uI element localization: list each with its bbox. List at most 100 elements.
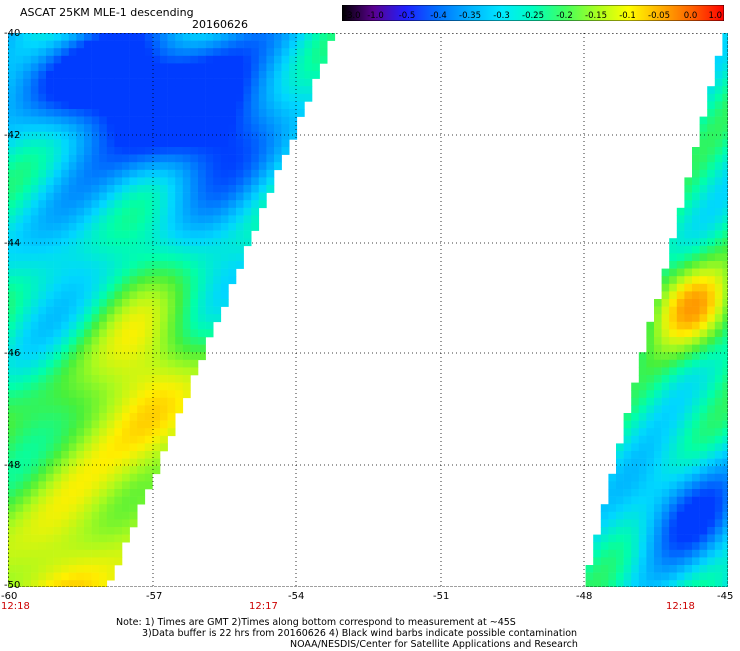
swath-cell	[99, 321, 108, 330]
swath-cell	[61, 147, 70, 155]
swath-cell	[15, 131, 24, 140]
swath-cell	[175, 162, 184, 171]
swath-cell	[722, 86, 728, 95]
swath-cell	[68, 458, 77, 467]
swath-cell	[8, 435, 16, 444]
swath-cell	[76, 473, 85, 482]
swath-cell	[99, 207, 108, 216]
swath-cell	[8, 192, 16, 201]
swath-cell	[167, 48, 176, 57]
swath-cell	[676, 534, 685, 543]
swath-cell	[167, 147, 176, 155]
swath-cell	[654, 489, 662, 497]
swath-cell	[53, 71, 62, 79]
swath-cell	[144, 382, 153, 391]
swath-cell	[638, 580, 647, 587]
swath-cell	[175, 48, 184, 57]
time-label-right: 12:18	[666, 601, 695, 612]
swath-cell	[68, 504, 77, 513]
swath-cell	[76, 131, 85, 140]
swath-cell	[676, 306, 685, 315]
swath-cell	[281, 124, 290, 133]
swath-cell	[228, 268, 237, 277]
swath-cell	[699, 405, 708, 414]
swath-cell	[144, 428, 153, 437]
swath-cell	[84, 169, 92, 178]
swath-cell	[198, 245, 206, 254]
swath-cell	[114, 397, 123, 406]
swath-cell	[182, 162, 191, 171]
swath-cell	[61, 48, 70, 57]
swath-cell	[182, 390, 191, 399]
swath-cell	[84, 261, 92, 269]
swath-cell	[699, 329, 708, 338]
swath-cell	[623, 511, 632, 520]
swath-cell	[198, 253, 206, 262]
swath-cell	[213, 124, 222, 133]
swath-cell	[122, 291, 130, 300]
swath-cell	[160, 375, 168, 383]
swath-cell	[198, 109, 206, 117]
swath-cell	[205, 154, 214, 163]
swath-cell	[30, 177, 39, 186]
swath-cell	[669, 390, 678, 399]
swath-cell	[608, 565, 617, 573]
swath-cell	[144, 466, 153, 475]
swath-cell	[99, 352, 108, 361]
swath-cell	[15, 527, 24, 535]
swath-cell	[76, 63, 85, 72]
swath-cell	[91, 139, 100, 148]
swath-cell	[274, 116, 282, 125]
swath-cell	[616, 542, 624, 551]
swath-cell	[53, 405, 62, 414]
swath-cell	[76, 397, 85, 406]
swath-cell	[91, 511, 100, 520]
swath-cell	[692, 253, 700, 262]
swath-cell	[707, 572, 716, 581]
swath-cell	[99, 245, 108, 254]
swath-cell	[707, 238, 716, 247]
swath-cell	[228, 93, 237, 102]
swath-cell	[122, 519, 130, 528]
swath-cell	[91, 78, 100, 87]
swath-cell	[38, 253, 47, 262]
swath-cell	[228, 215, 237, 224]
swath-cell	[84, 139, 92, 148]
swath-cell	[53, 572, 62, 581]
swath-cell	[631, 382, 640, 391]
swath-cell	[190, 359, 199, 368]
swath-cell	[714, 299, 723, 307]
swath-cell	[707, 481, 716, 490]
swath-cell	[213, 268, 222, 277]
swath-cell	[175, 329, 184, 338]
swath-cell	[68, 519, 77, 528]
swath-cell	[722, 63, 728, 72]
swath-cell	[669, 238, 678, 247]
swath-cell	[236, 253, 244, 262]
swath-cell	[114, 352, 123, 361]
swath-cell	[53, 238, 62, 247]
swath-cell	[99, 337, 108, 345]
swath-cell	[205, 78, 214, 87]
swath-cell	[213, 207, 222, 216]
swath-cell	[722, 413, 728, 421]
swath-cell	[23, 352, 32, 361]
swath-cell	[152, 139, 161, 148]
swath-cell	[8, 253, 16, 262]
lat-label-44: -44	[4, 238, 21, 249]
swath-cell	[38, 344, 47, 353]
swath-cell	[99, 565, 108, 573]
swath-cell	[722, 496, 728, 505]
swath-cell	[114, 276, 123, 285]
swath-cell	[616, 557, 624, 566]
swath-cell	[220, 86, 229, 95]
swath-cell	[23, 291, 32, 300]
swath-cell	[220, 283, 229, 292]
swath-cell	[129, 268, 138, 277]
swath-cell	[669, 481, 678, 490]
swath-cell	[213, 78, 222, 87]
swath-cell	[68, 557, 77, 566]
swath-cell	[213, 40, 222, 49]
swath-cell	[122, 481, 130, 490]
swath-cell	[137, 344, 146, 353]
